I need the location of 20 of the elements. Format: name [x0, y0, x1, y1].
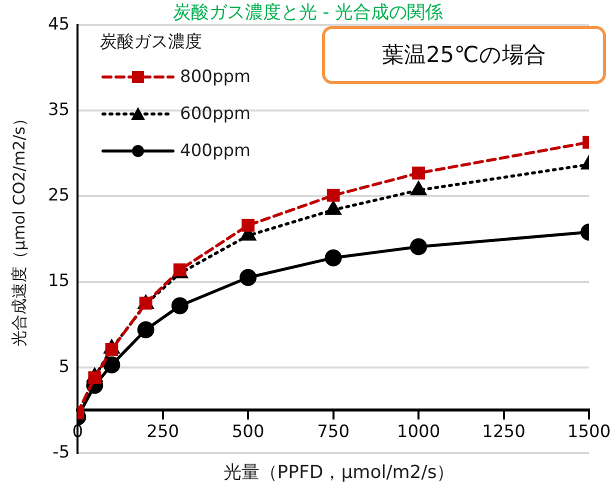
y-tick-label: 5 [58, 356, 70, 377]
x-tick-label: 1250 [482, 422, 526, 442]
x-tick-label: 1500 [567, 422, 611, 442]
x-tick-label: 500 [232, 422, 264, 442]
annotation: 葉温25℃の場合 [322, 26, 606, 84]
y-tick-label: 15 [48, 271, 70, 292]
legend-title: 炭酸ガス濃度 [100, 31, 203, 54]
y-tick-label: 35 [48, 100, 70, 120]
x-tick-label: 250 [146, 422, 180, 442]
y-axis-title: 光合成速度（μmol CO2/m2/s） [10, 110, 30, 348]
legend-label: 400ppm [180, 140, 251, 160]
legend-label: 800ppm [180, 66, 251, 86]
x-tick-label: 1000 [396, 422, 440, 442]
x-tick-label: 750 [317, 422, 350, 442]
x-axis-title: 光量（PPFD，μmol/m2/s） [222, 461, 456, 484]
y-tick-label: -5 [52, 442, 70, 462]
y-tick-label: 45 [48, 14, 70, 34]
chart-title: 炭酸ガス濃度と光 - 光合成の関係 [173, 2, 443, 23]
legend-label: 600ppm [180, 104, 251, 124]
y-tick-label: 25 [48, 186, 70, 206]
